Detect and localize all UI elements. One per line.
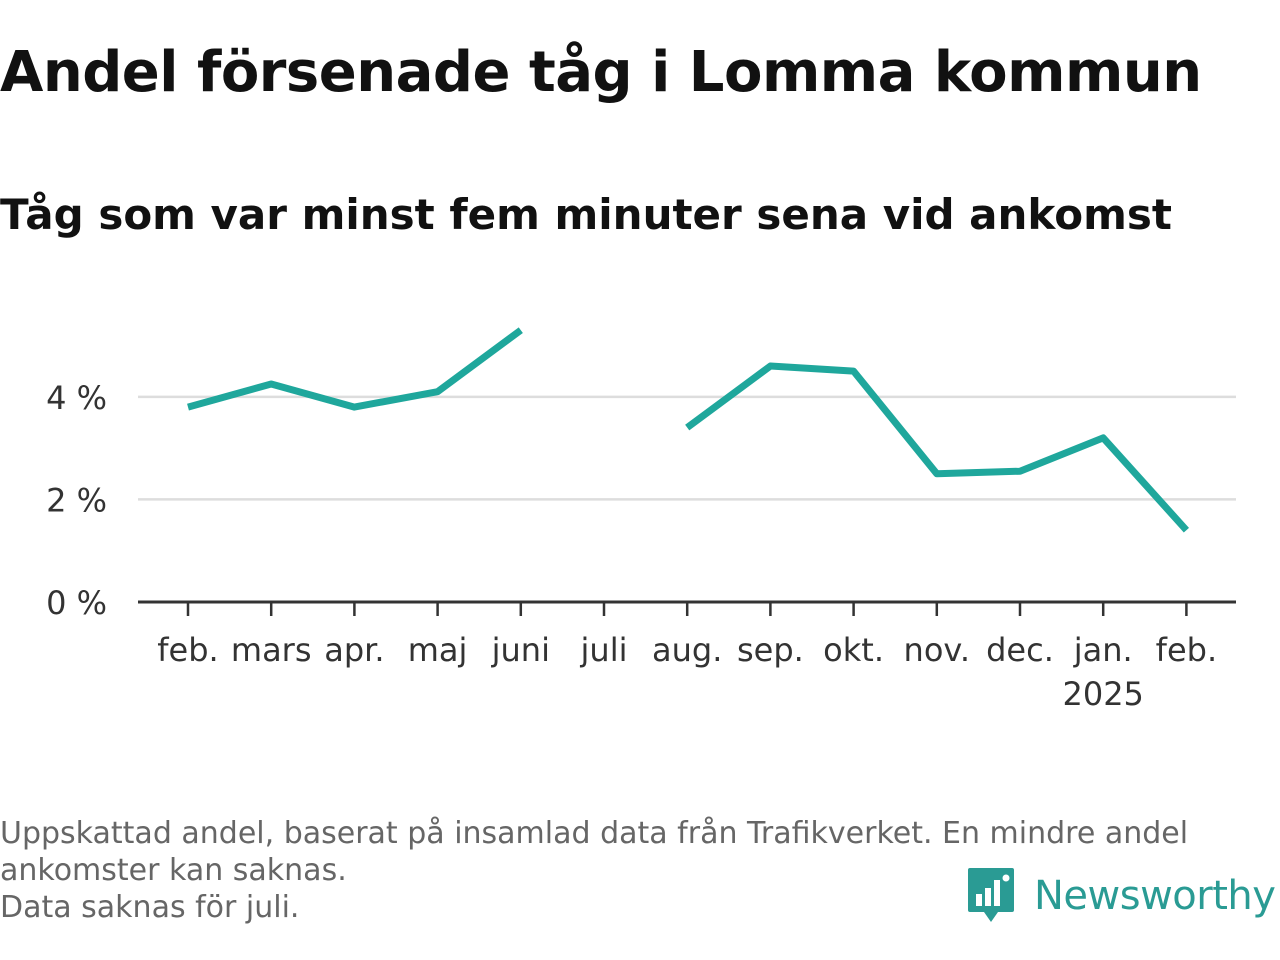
x-axis — [138, 600, 1236, 616]
x-tick-label: dec. — [986, 631, 1054, 669]
x-tick-label: apr. — [324, 631, 384, 669]
brand-name: Newsworthy — [1034, 873, 1276, 919]
x-tick-label: jan. — [1073, 631, 1133, 669]
chart-footnote: Uppskattad andel, baserat på insamlad da… — [0, 815, 1270, 926]
x-tick-label: nov. — [904, 631, 970, 669]
x-tick-label: juni — [491, 631, 550, 669]
x-tick-label: feb. — [1156, 631, 1217, 669]
newsworthy-brand: Newsworthy — [966, 866, 1276, 926]
y-tick-label: 4 % — [46, 379, 107, 417]
footnote-line: Data saknas för juli. — [0, 890, 300, 925]
newsworthy-logo-icon — [968, 868, 1014, 922]
line-chart: 0 % 2 % 4 % feb. mars apr. maj juni juli aug. sep… — [46, 327, 1236, 713]
footnote-line: Uppskattad andel, baserat på insamlad da… — [0, 816, 1189, 851]
y-axis-labels: 0 % 2 % 4 % — [46, 379, 107, 622]
chart-subtitle: Tåg som var minst fem minuter sena vid a… — [0, 190, 1172, 239]
x-tick-label: maj — [408, 631, 468, 669]
series-line — [685, 362, 1190, 533]
series-lines — [187, 327, 1190, 533]
x-year-label: 2025 — [1062, 675, 1143, 713]
footnote-line: ankomster kan saknas. — [0, 853, 347, 888]
y-tick-label: 2 % — [46, 481, 107, 519]
x-tick-label: juli — [580, 631, 628, 669]
x-tick-label: aug. — [652, 631, 722, 669]
chart-title: Andel försenade tåg i Lomma kommun — [0, 40, 1202, 105]
x-tick-label: okt. — [823, 631, 884, 669]
x-tick-label: mars — [231, 631, 312, 669]
y-tick-label: 0 % — [46, 584, 107, 622]
series-line — [187, 327, 523, 411]
x-tick-label: feb. — [157, 631, 218, 669]
x-axis-labels: feb. mars apr. maj juni juli aug. sep. okt. nov. d… — [157, 631, 1217, 713]
x-tick-label: sep. — [737, 631, 804, 669]
